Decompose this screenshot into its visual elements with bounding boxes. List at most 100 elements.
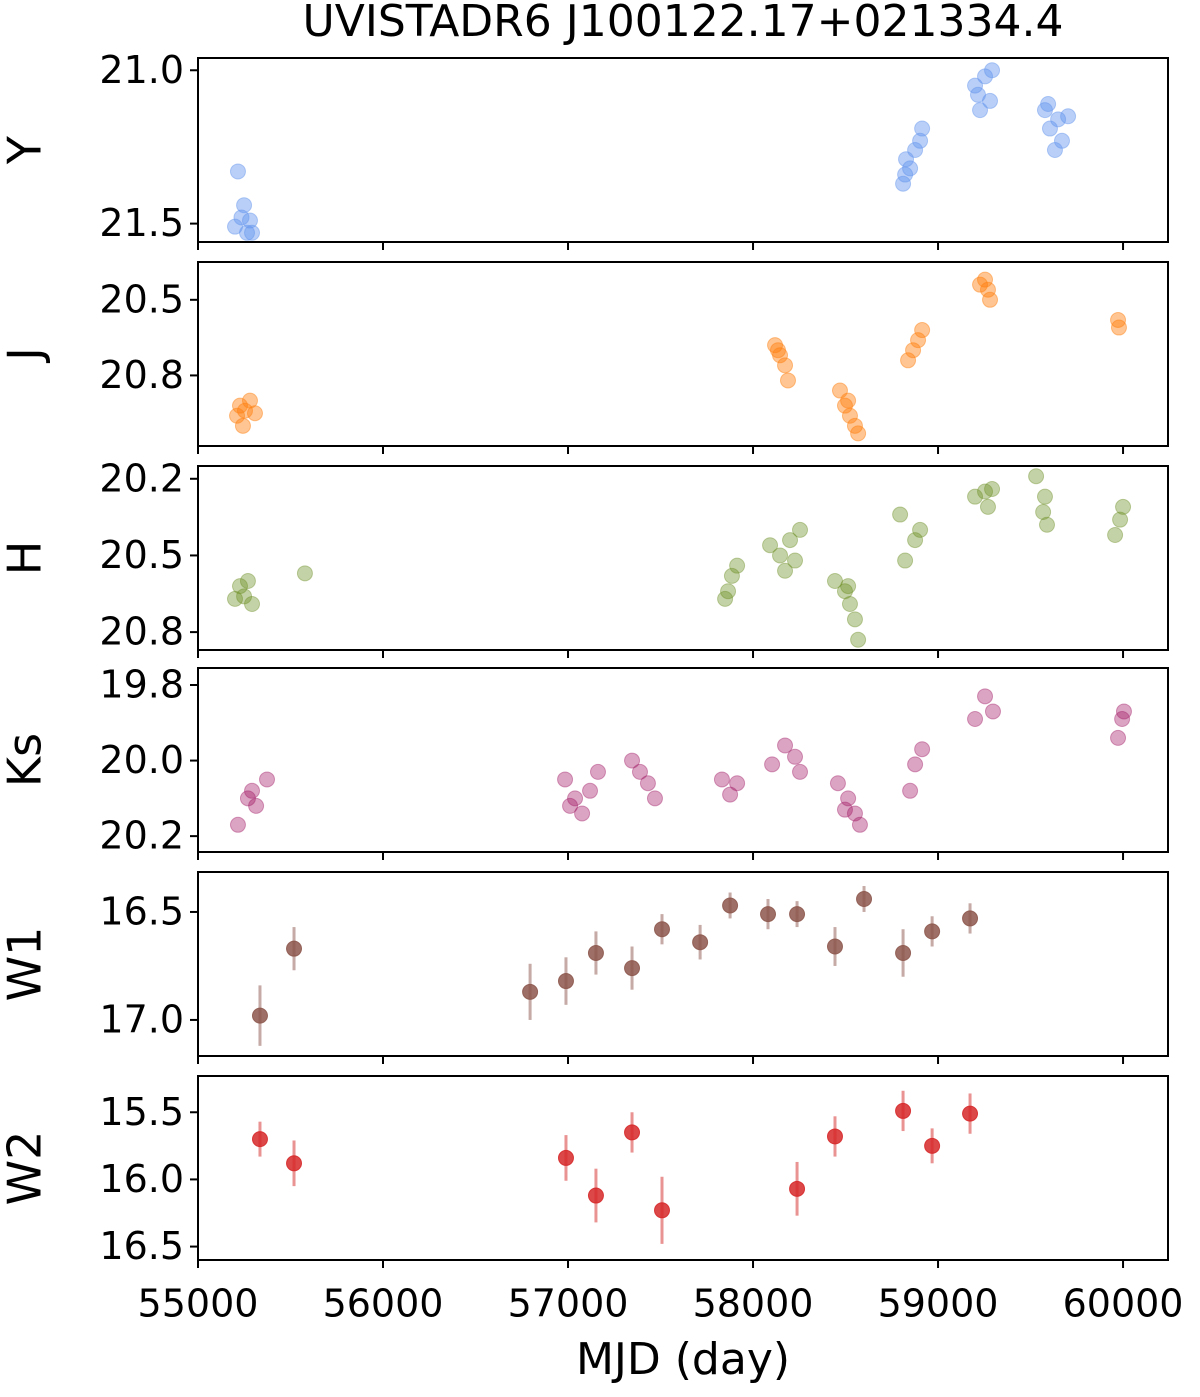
data-point	[962, 1105, 979, 1122]
data-point	[792, 763, 809, 780]
y-tick-label: 21.5	[99, 201, 184, 245]
data-point	[1036, 102, 1053, 119]
plot-frame	[197, 261, 1169, 447]
data-point	[1115, 498, 1132, 515]
data-point	[787, 552, 804, 569]
data-point	[898, 151, 915, 168]
data-point	[982, 92, 999, 109]
data-point	[900, 352, 917, 369]
data-point	[567, 790, 584, 807]
y-tick-label: 20.2	[99, 814, 184, 858]
data-point	[924, 923, 941, 940]
data-point	[826, 1128, 843, 1145]
data-point	[841, 407, 858, 424]
data-point	[1036, 488, 1053, 505]
data-point	[557, 1149, 574, 1166]
data-point	[910, 332, 927, 349]
data-point	[777, 737, 794, 754]
x-tick-label: 55000	[138, 1282, 259, 1326]
data-point	[1041, 120, 1058, 137]
data-point	[624, 1124, 641, 1141]
data-point	[692, 934, 709, 951]
data-point	[229, 163, 246, 180]
y-tick-label: 20.5	[99, 277, 184, 321]
data-point	[241, 392, 258, 409]
x-tick-label: 56000	[323, 1282, 444, 1326]
y-tick-label: 19.8	[99, 663, 184, 707]
data-point	[846, 805, 863, 822]
data-point	[907, 532, 924, 549]
data-point	[914, 741, 931, 758]
data-point	[977, 688, 994, 705]
data-point	[856, 890, 873, 907]
data-point	[772, 547, 789, 564]
data-point	[729, 775, 746, 792]
data-point	[836, 801, 853, 818]
data-point	[787, 748, 804, 765]
data-point	[239, 573, 256, 589]
chart-title: UVISTADR6 J100122.17+021334.4	[303, 0, 1064, 47]
x-tick-label: 58000	[693, 1282, 814, 1326]
data-point	[792, 521, 809, 538]
y-tick-label: 15.5	[99, 1090, 184, 1134]
data-point	[713, 771, 730, 788]
data-point	[574, 805, 591, 822]
x-tick-label: 59000	[878, 1282, 999, 1326]
data-point	[907, 142, 924, 158]
data-point	[826, 573, 843, 589]
data-point	[1053, 132, 1070, 149]
data-point	[777, 562, 794, 579]
data-point	[782, 532, 799, 549]
data-point	[912, 521, 929, 538]
data-point	[969, 86, 986, 103]
data-point	[892, 506, 909, 523]
data-point	[646, 790, 663, 807]
data-point	[789, 1180, 806, 1197]
data-point	[236, 197, 253, 214]
data-point	[239, 224, 256, 241]
y-tick-label: 20.0	[99, 738, 184, 782]
y-tick-label: 17.0	[99, 997, 184, 1041]
data-point	[907, 756, 924, 773]
data-point	[984, 62, 1001, 79]
data-point	[840, 790, 857, 807]
y-tick-label: 20.5	[99, 533, 184, 577]
data-point	[789, 906, 806, 923]
data-point	[977, 271, 994, 288]
data-point	[1110, 319, 1127, 336]
data-point	[227, 218, 244, 235]
data-point	[897, 552, 914, 569]
data-point	[296, 565, 313, 582]
data-point	[924, 1137, 941, 1154]
data-point	[229, 816, 246, 833]
plot-frame	[197, 667, 1169, 853]
data-point	[231, 578, 248, 595]
data-point	[770, 342, 787, 359]
data-point	[587, 944, 604, 961]
data-point	[248, 797, 265, 814]
plot-frame	[197, 57, 1169, 243]
data-point	[557, 973, 574, 990]
data-point	[967, 711, 984, 728]
data-point	[624, 752, 641, 769]
data-point	[624, 960, 641, 977]
y-tick-label: 21.0	[99, 48, 184, 92]
data-point	[897, 166, 914, 183]
data-point	[246, 405, 263, 422]
data-point	[836, 397, 853, 414]
data-point	[639, 775, 656, 792]
data-point	[227, 590, 244, 607]
data-point	[1039, 516, 1056, 533]
data-point	[914, 120, 931, 137]
data-point	[972, 102, 989, 119]
data-point	[1050, 111, 1067, 128]
y-axis-label: W2	[0, 1131, 52, 1206]
data-point	[979, 281, 996, 298]
plot-frame	[197, 465, 1169, 651]
data-point	[286, 940, 303, 957]
data-point	[236, 588, 253, 605]
data-point	[831, 382, 848, 399]
data-point	[251, 1131, 268, 1148]
plot-frame	[197, 871, 1169, 1057]
